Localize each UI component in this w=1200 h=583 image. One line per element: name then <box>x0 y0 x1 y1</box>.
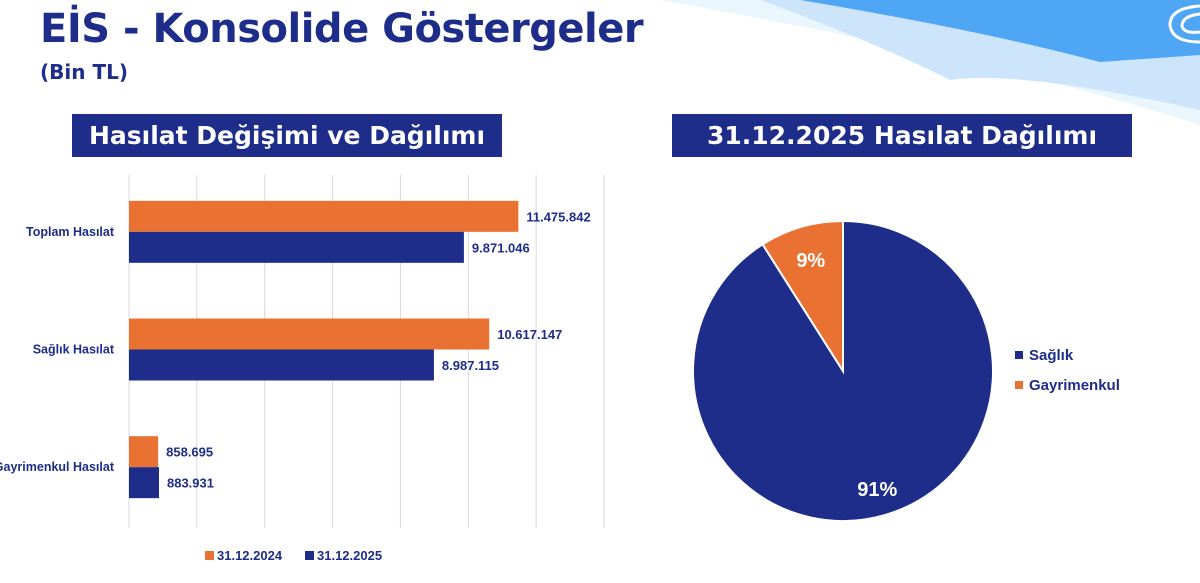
legend-label: Gayrimenkul <box>1029 377 1120 394</box>
bar <box>129 318 490 350</box>
pie-chart-title: 31.12.2025 Hasılat Dağılımı <box>672 114 1132 157</box>
pie-slice <box>761 219 844 375</box>
legend-label: 31.12.2024 <box>217 548 283 563</box>
category-label: Toplam Hasılat <box>26 225 115 239</box>
category-label: Sağlık Hasılat <box>33 343 115 357</box>
data-label: 883.931 <box>167 476 214 491</box>
pie-data-label: 9% <box>796 250 825 272</box>
legend-swatch <box>205 551 214 560</box>
legend-label: Sağlık <box>1029 347 1074 364</box>
bar-chart-title: Hasılat Değişimi ve Dağılımı <box>72 114 502 157</box>
bar <box>129 467 159 499</box>
category-label: Gayrimenkul Hasılat <box>0 460 115 474</box>
bar <box>129 200 519 232</box>
page-subtitle: (Bin TL) <box>40 60 128 84</box>
bar <box>129 436 159 468</box>
legend-label: 31.12.2025 <box>317 548 382 563</box>
legend-swatch <box>305 551 314 560</box>
data-label: 9.871.046 <box>472 240 530 255</box>
bar <box>129 231 464 263</box>
data-label: 8.987.115 <box>442 358 499 373</box>
bar <box>129 349 434 381</box>
pie-data-label: 91% <box>857 479 897 501</box>
data-label: 10.617.147 <box>497 327 562 342</box>
legend-swatch <box>1015 381 1023 389</box>
company-logo-icon <box>1168 4 1200 44</box>
data-label: 11.475.842 <box>526 209 590 224</box>
data-label: 858.695 <box>166 445 213 460</box>
page-title: EİS - Konsolide Göstergeler <box>40 6 644 52</box>
legend-swatch <box>1015 351 1023 359</box>
